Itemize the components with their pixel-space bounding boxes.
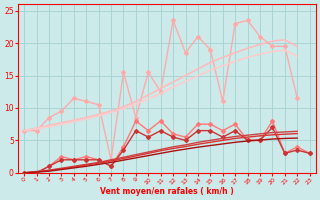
X-axis label: Vent moyen/en rafales ( km/h ): Vent moyen/en rafales ( km/h ) [100,187,234,196]
